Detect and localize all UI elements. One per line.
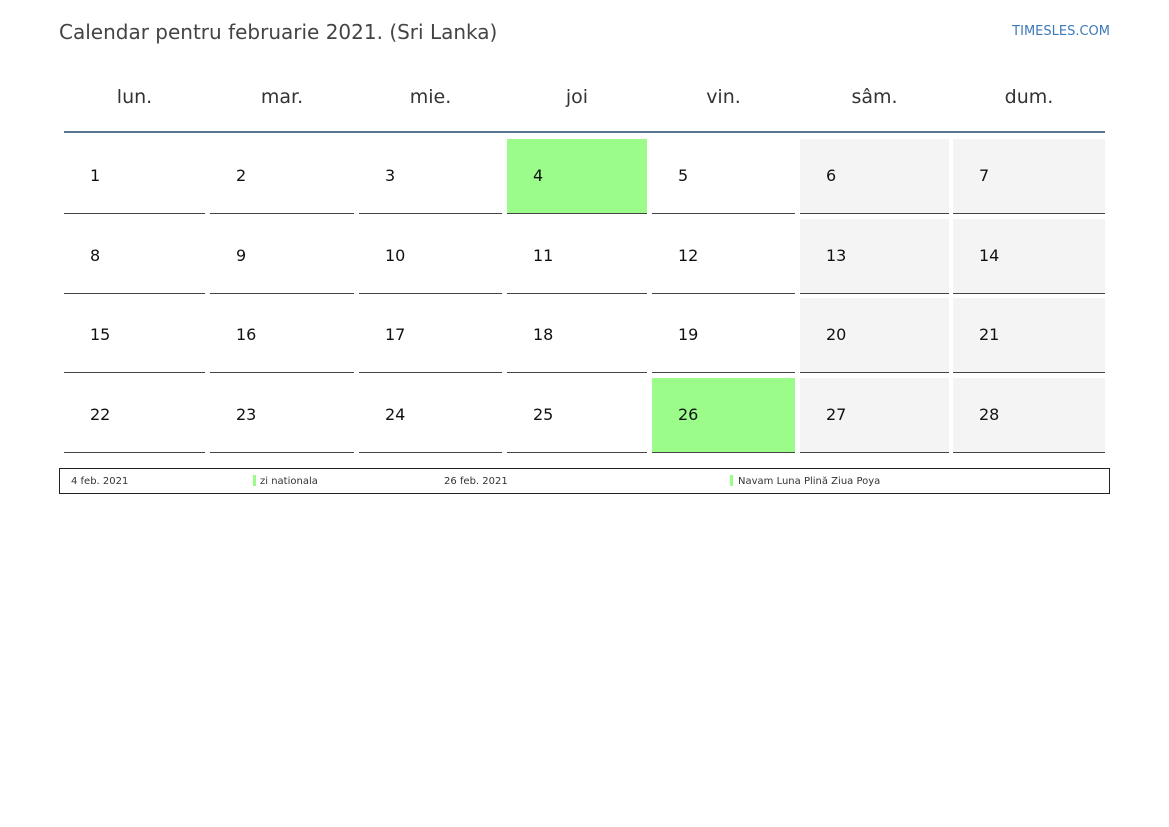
day-number: 14 [979, 246, 1000, 265]
weekday-label: vin. [706, 86, 741, 108]
day-cell[interactable]: 22 [64, 378, 205, 453]
day-number: 1 [90, 166, 101, 185]
day-cell[interactable]: 19 [652, 298, 795, 373]
weekday-label: lun. [116, 86, 153, 108]
day-number: 11 [533, 246, 554, 265]
weekday-label: sâm. [851, 86, 898, 108]
day-cell[interactable]: 9 [210, 219, 354, 294]
day-cell[interactable]: 18 [507, 298, 647, 373]
weekday-label: mie. [409, 86, 452, 108]
day-number: 13 [826, 246, 847, 265]
day-number: 16 [236, 325, 257, 344]
day-cell[interactable]: 4 [507, 139, 647, 214]
day-cell[interactable]: 6 [800, 139, 949, 214]
day-cell[interactable]: 16 [210, 298, 354, 373]
day-cell[interactable]: 2 [210, 139, 354, 214]
day-cell[interactable]: 3 [359, 139, 502, 214]
day-cell[interactable]: 15 [64, 298, 205, 373]
day-cell[interactable]: 21 [953, 298, 1105, 373]
day-number: 15 [90, 325, 111, 344]
day-number: 2 [236, 166, 247, 185]
day-cell[interactable]: 20 [800, 298, 949, 373]
day-cell[interactable]: 24 [359, 378, 502, 453]
weekday-label: dum. [1004, 86, 1054, 108]
day-number: 9 [236, 246, 247, 265]
day-number: 21 [979, 325, 1000, 344]
page-title: Calendar pentru februarie 2021. (Sri Lan… [59, 20, 498, 44]
day-number: 20 [826, 325, 847, 344]
day-cell[interactable]: 13 [800, 219, 949, 294]
day-number: 8 [90, 246, 101, 265]
holiday-color-marker [730, 475, 733, 486]
day-cell[interactable]: 12 [652, 219, 795, 294]
legend-date: 26 feb. 2021 [444, 476, 508, 487]
day-cell[interactable]: 27 [800, 378, 949, 453]
day-cell[interactable]: 5 [652, 139, 795, 214]
day-cell[interactable]: 1 [64, 139, 205, 214]
day-cell[interactable]: 25 [507, 378, 647, 453]
day-number: 18 [533, 325, 554, 344]
legend-holiday-name: zi nationala [260, 476, 318, 487]
weekday-label: mar. [260, 86, 304, 108]
day-cell[interactable]: 10 [359, 219, 502, 294]
day-cell[interactable]: 7 [953, 139, 1105, 214]
day-cell[interactable]: 11 [507, 219, 647, 294]
day-number: 27 [826, 405, 847, 424]
day-number: 7 [979, 166, 990, 185]
day-number: 3 [385, 166, 396, 185]
day-number: 28 [979, 405, 1000, 424]
legend-date: 4 feb. 2021 [71, 476, 129, 487]
day-number: 24 [385, 405, 406, 424]
weekday-label: joi [565, 86, 589, 108]
day-cell[interactable]: 17 [359, 298, 502, 373]
day-cell[interactable]: 26 [652, 378, 795, 453]
day-cell[interactable]: 23 [210, 378, 354, 453]
brand-link[interactable]: TIMESLES.COM [1012, 24, 1110, 39]
holiday-legend: 4 feb. 2021 zi nationala 26 feb. 2021 Na… [59, 468, 1110, 494]
day-number: 5 [678, 166, 689, 185]
day-number: 19 [678, 325, 699, 344]
day-number: 17 [385, 325, 406, 344]
day-number: 23 [236, 405, 257, 424]
day-cell[interactable]: 8 [64, 219, 205, 294]
weekday-header-row: lun. mar. mie. joi vin. sâm. dum. [64, 86, 1105, 112]
day-cell[interactable]: 14 [953, 219, 1105, 294]
day-number: 4 [533, 166, 544, 185]
day-number: 25 [533, 405, 554, 424]
legend-holiday-name: Navam Luna Plină Ziua Poya [738, 476, 881, 487]
day-number: 12 [678, 246, 699, 265]
day-cell[interactable]: 28 [953, 378, 1105, 453]
holiday-color-marker [253, 475, 256, 486]
day-number: 10 [385, 246, 406, 265]
day-number: 26 [678, 405, 699, 424]
day-number: 22 [90, 405, 111, 424]
day-number: 6 [826, 166, 837, 185]
header-divider [64, 131, 1105, 133]
